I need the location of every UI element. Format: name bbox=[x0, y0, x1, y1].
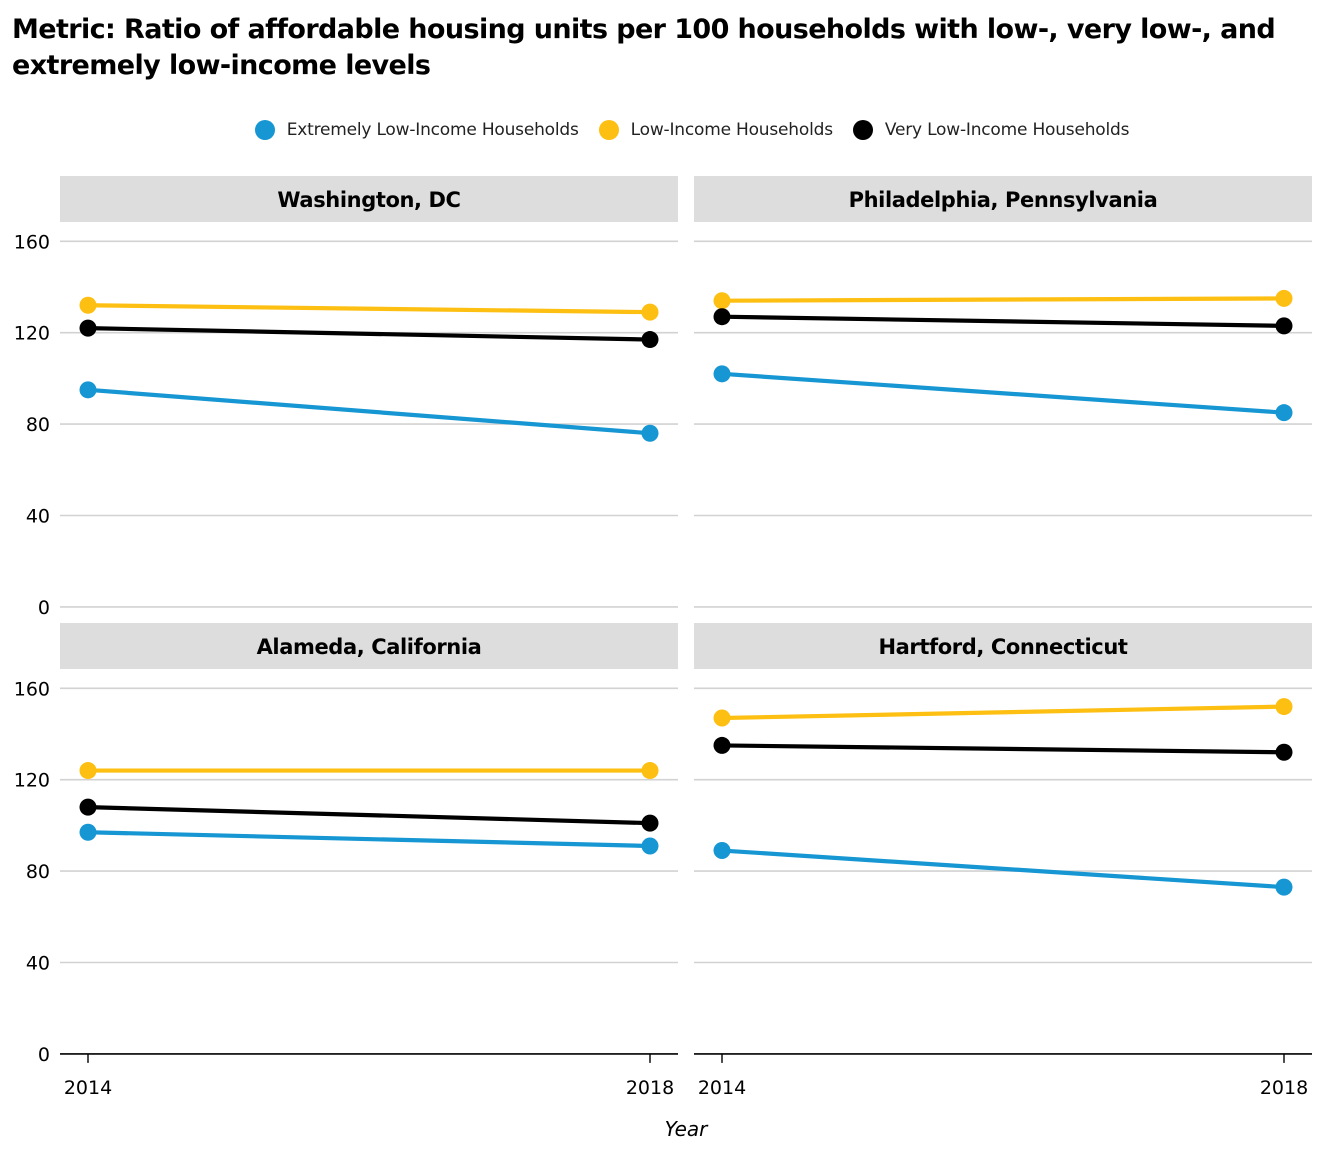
facet-title-alameda-california: Alameda, California bbox=[257, 635, 482, 659]
series-line-philadelphia-pennsylvania-very-low-income-households bbox=[721, 314, 1285, 328]
data-point-washington-dc-extremely-low-income-households-2018 bbox=[641, 424, 659, 442]
legend-label-very-low: Very Low-Income Households bbox=[884, 120, 1130, 140]
legend: Extremely Low-Income Households Low-Inco… bbox=[0, 120, 1344, 140]
legend-label-low: Low-Income Households bbox=[630, 120, 833, 140]
data-point-alameda-california-very-low-income-households-2018 bbox=[641, 814, 659, 832]
data-point-philadelphia-pennsylvania-low-income-households-2014 bbox=[713, 292, 731, 310]
series-line-alameda-california-extremely-low-income-households bbox=[87, 830, 651, 849]
legend-dot-low bbox=[598, 120, 619, 140]
series-line-philadelphia-pennsylvania-low-income-households bbox=[721, 296, 1285, 303]
data-point-hartford-connecticut-low-income-households-2018 bbox=[1275, 698, 1293, 716]
facet-strip-philadelphia-pennsylvania bbox=[694, 176, 1312, 222]
legend-dot-very-low bbox=[852, 120, 873, 140]
facet-strip-alameda-california bbox=[60, 623, 678, 669]
y-tick-label-alameda-california-40: 40 bbox=[26, 953, 50, 975]
series-line-washington-dc-low-income-households bbox=[87, 303, 651, 315]
series-line-washington-dc-extremely-low-income-households bbox=[87, 387, 651, 436]
x-tick-label-alameda-california-2014: 2014 bbox=[64, 1077, 112, 1099]
facet-strip-hartford-connecticut bbox=[694, 623, 1312, 669]
facet-title-philadelphia-pennsylvania: Philadelphia, Pennsylvania bbox=[849, 188, 1158, 212]
series-line-hartford-connecticut-very-low-income-households bbox=[721, 743, 1285, 755]
data-point-hartford-connecticut-extremely-low-income-households-2014 bbox=[713, 842, 731, 860]
y-tick-label-washington-dc-160: 160 bbox=[14, 231, 50, 253]
data-point-alameda-california-very-low-income-households-2014 bbox=[79, 798, 97, 816]
series-line-hartford-connecticut-extremely-low-income-households bbox=[721, 848, 1285, 890]
data-point-philadelphia-pennsylvania-extremely-low-income-households-2018 bbox=[1275, 404, 1293, 422]
y-tick-label-alameda-california-0: 0 bbox=[38, 1044, 50, 1066]
y-tick-label-washington-dc-120: 120 bbox=[14, 323, 50, 345]
y-tick-label-alameda-california-160: 160 bbox=[14, 678, 50, 700]
data-point-alameda-california-extremely-low-income-households-2014 bbox=[79, 823, 97, 841]
x-tick-label-hartford-connecticut-2018: 2018 bbox=[1260, 1077, 1308, 1099]
data-point-hartford-connecticut-low-income-households-2014 bbox=[713, 709, 731, 727]
data-point-alameda-california-low-income-households-2014 bbox=[79, 762, 97, 780]
series-line-washington-dc-very-low-income-households bbox=[87, 326, 651, 342]
data-point-hartford-connecticut-extremely-low-income-households-2018 bbox=[1275, 878, 1293, 896]
y-tick-label-washington-dc-0: 0 bbox=[38, 597, 50, 619]
legend-item-low: Low-Income Households bbox=[598, 120, 833, 140]
facet-title-washington-dc: Washington, DC bbox=[277, 188, 460, 212]
data-point-washington-dc-low-income-households-2014 bbox=[79, 296, 97, 314]
legend-item-extremely-low: Extremely Low-Income Households bbox=[254, 120, 579, 140]
y-tick-label-alameda-california-80: 80 bbox=[26, 861, 50, 883]
series-line-philadelphia-pennsylvania-extremely-low-income-households bbox=[721, 371, 1285, 415]
data-point-philadelphia-pennsylvania-extremely-low-income-households-2014 bbox=[713, 365, 731, 383]
series-line-hartford-connecticut-low-income-households bbox=[721, 704, 1285, 721]
y-tick-label-washington-dc-80: 80 bbox=[26, 414, 50, 436]
data-point-philadelphia-pennsylvania-very-low-income-households-2014 bbox=[713, 308, 731, 326]
data-point-philadelphia-pennsylvania-very-low-income-households-2018 bbox=[1275, 317, 1293, 335]
legend-item-very-low: Very Low-Income Households bbox=[852, 120, 1130, 140]
series-line-alameda-california-very-low-income-households bbox=[87, 805, 651, 826]
data-point-hartford-connecticut-very-low-income-households-2014 bbox=[713, 736, 731, 754]
legend-dot-extremely-low bbox=[254, 120, 275, 140]
data-point-washington-dc-extremely-low-income-households-2014 bbox=[79, 381, 97, 399]
data-point-hartford-connecticut-very-low-income-households-2018 bbox=[1275, 743, 1293, 761]
chart-title: Metric: Ratio of affordable housing unit… bbox=[12, 14, 1276, 81]
x-axis-title: Year bbox=[664, 1117, 708, 1141]
x-tick-label-alameda-california-2018: 2018 bbox=[626, 1077, 674, 1099]
data-point-alameda-california-extremely-low-income-households-2018 bbox=[641, 837, 659, 855]
legend-label-extremely-low: Extremely Low-Income Households bbox=[286, 120, 579, 140]
data-point-washington-dc-low-income-households-2018 bbox=[641, 303, 659, 321]
y-tick-label-alameda-california-120: 120 bbox=[14, 770, 50, 792]
x-tick-label-hartford-connecticut-2014: 2014 bbox=[698, 1077, 746, 1099]
facet-title-hartford-connecticut: Hartford, Connecticut bbox=[878, 635, 1127, 659]
y-tick-label-washington-dc-40: 40 bbox=[26, 506, 50, 528]
facet-strip-washington-dc bbox=[60, 176, 678, 222]
data-point-philadelphia-pennsylvania-low-income-households-2018 bbox=[1275, 289, 1293, 307]
data-point-washington-dc-very-low-income-households-2014 bbox=[79, 319, 97, 337]
data-point-alameda-california-low-income-households-2018 bbox=[641, 762, 659, 780]
data-point-washington-dc-very-low-income-households-2018 bbox=[641, 331, 659, 349]
